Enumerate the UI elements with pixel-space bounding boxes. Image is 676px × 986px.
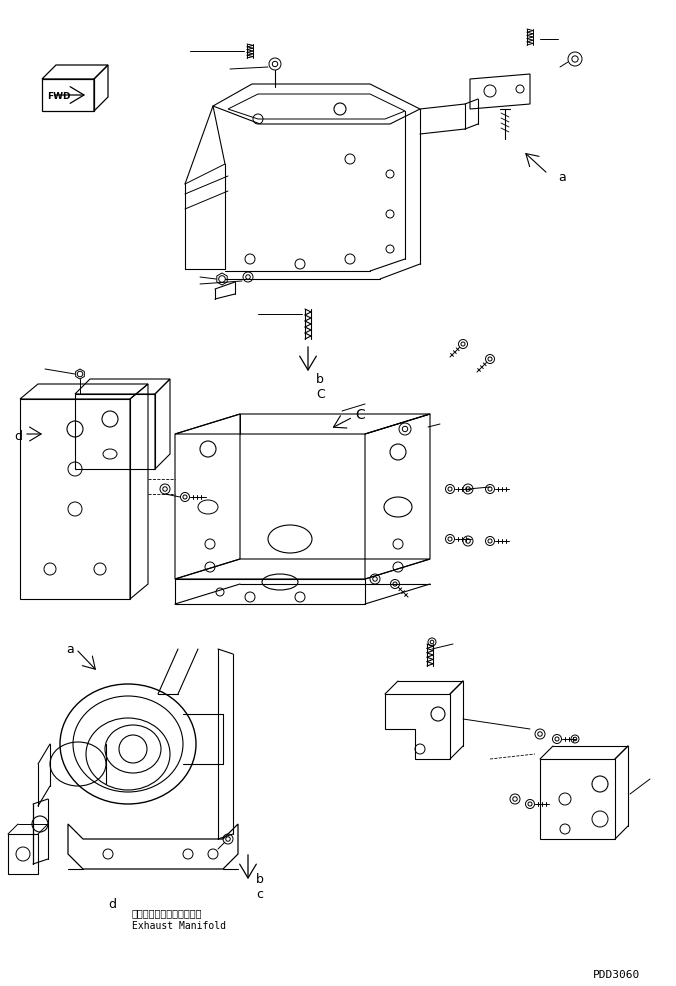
Text: Exhaust Manifold: Exhaust Manifold <box>132 920 226 930</box>
Text: b: b <box>316 373 324 387</box>
Text: FWD: FWD <box>47 93 70 102</box>
Text: a: a <box>66 643 74 656</box>
Text: PDD3060: PDD3060 <box>593 969 640 979</box>
Text: C: C <box>355 407 365 422</box>
Text: a: a <box>558 172 566 184</box>
Text: d: d <box>14 430 22 443</box>
Text: d: d <box>108 897 116 911</box>
Text: C: C <box>316 388 324 401</box>
Text: b: b <box>256 873 264 885</box>
Text: エキゾーストマニホールド: エキゾーストマニホールド <box>132 907 203 917</box>
Text: c: c <box>256 887 263 900</box>
